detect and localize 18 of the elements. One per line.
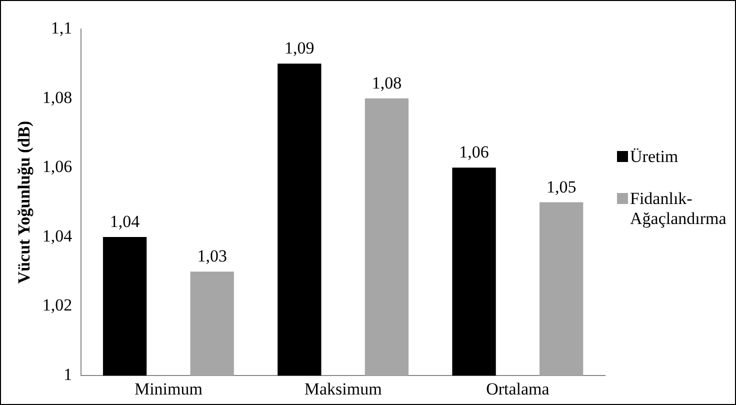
data-label: 1,04 bbox=[110, 212, 140, 231]
x-tick-label: Maksimum bbox=[304, 379, 382, 398]
x-tick-label: Minimum bbox=[134, 379, 202, 398]
y-axis-title: Vücut Yoğunluğu (dB) bbox=[14, 120, 34, 284]
y-tick-label: 1 bbox=[64, 365, 72, 384]
data-label: 1,05 bbox=[546, 177, 576, 196]
y-tick-label: 1,04 bbox=[42, 226, 73, 246]
legend-label: Fidanlık-Ağaçlandırma bbox=[630, 189, 728, 229]
x-tick-label: Ortalama bbox=[486, 379, 550, 398]
y-tick-label: 1,08 bbox=[42, 88, 72, 107]
y-tick-label: 1,1 bbox=[50, 18, 72, 38]
legend-label: Üretim bbox=[630, 147, 678, 167]
data-label: 1,08 bbox=[372, 73, 402, 92]
y-tick-label: 1,02 bbox=[42, 296, 72, 315]
data-label: 1,09 bbox=[284, 38, 314, 58]
y-tick-label: 1,06 bbox=[42, 157, 72, 176]
data-label: 1,03 bbox=[197, 246, 227, 266]
data-label: 1,06 bbox=[459, 142, 489, 162]
